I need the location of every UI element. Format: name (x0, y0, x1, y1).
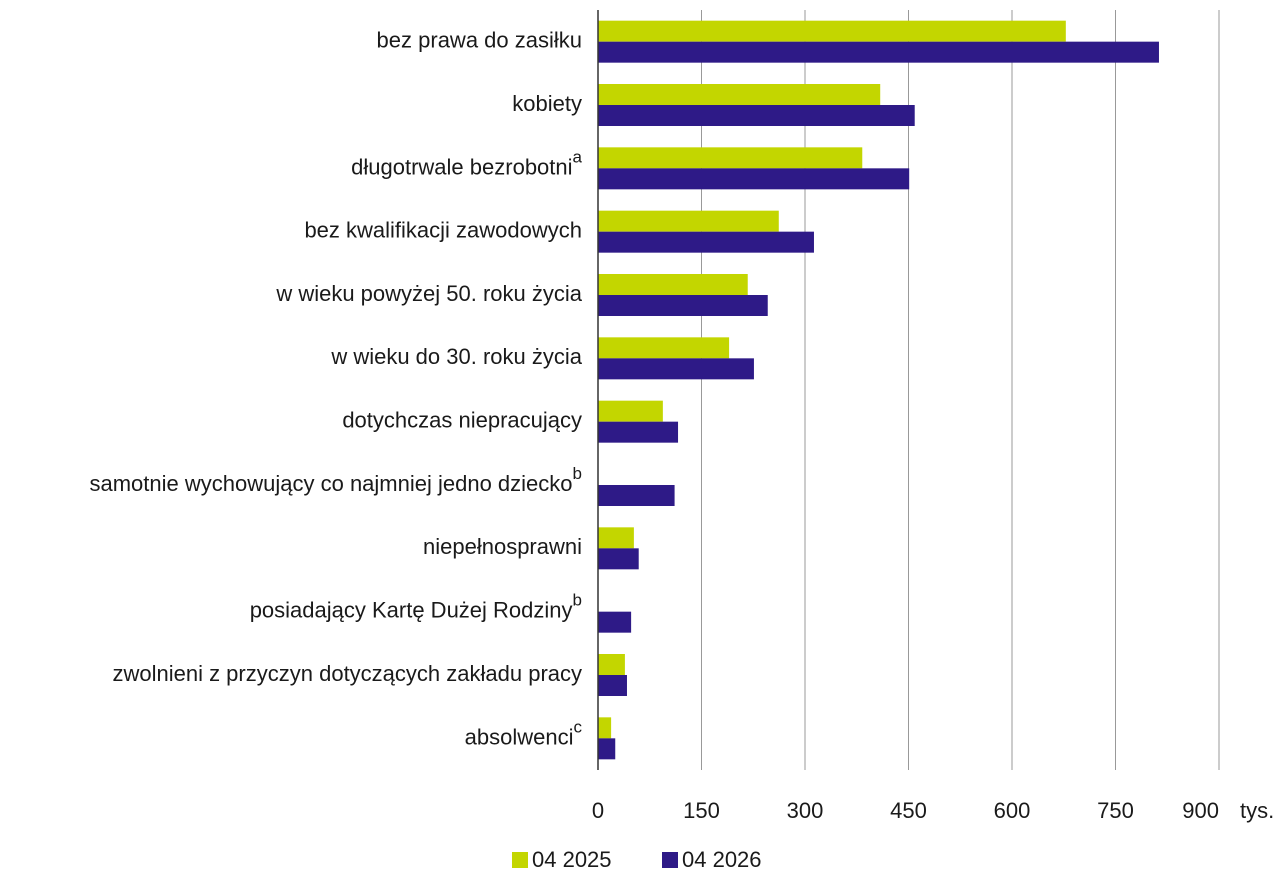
y-tick-label: niepełnosprawni (423, 534, 582, 559)
bar (598, 738, 616, 760)
y-tick-label: samotnie wychowujący co najmniej jedno d… (90, 464, 583, 495)
legend-swatch (512, 852, 528, 868)
x-tick-label: 450 (890, 798, 927, 823)
legend-swatch (662, 852, 678, 868)
bar (598, 548, 639, 570)
bar (598, 147, 863, 169)
category-text: posiadający Kartę Dużej Rodziny (250, 597, 573, 622)
legend-label: 04 2025 (532, 847, 612, 872)
bar (598, 611, 632, 633)
y-tick-label: bez prawa do zasiłku (377, 27, 582, 52)
bar (598, 274, 748, 295)
y-tick-label: dotychczas niepracujący (342, 407, 582, 432)
category-text: samotnie wychowujący co najmniej jedno d… (90, 471, 573, 496)
category-text: długotrwale bezrobotni (351, 154, 572, 179)
legend-label: 04 2026 (682, 847, 762, 872)
x-tick-label: 0 (592, 798, 604, 823)
bar (598, 654, 625, 675)
y-tick-label: w wieku powyżej 50. roku życia (275, 281, 582, 306)
bar (598, 485, 675, 506)
bar (598, 400, 663, 422)
bar (598, 20, 1066, 42)
bar (598, 421, 679, 443)
bar (598, 358, 754, 380)
x-tick-label: 300 (787, 798, 824, 823)
superscript: b (573, 464, 582, 483)
bar (598, 105, 915, 126)
superscript: c (574, 718, 583, 737)
y-tick-label: zwolnieni z przyczyn dotyczących zakładu… (112, 661, 582, 686)
y-tick-label: długotrwale bezrobotnia (351, 148, 582, 179)
y-tick-label: kobiety (512, 91, 582, 116)
bar (598, 717, 612, 739)
y-tick-label: posiadający Kartę Dużej Rodzinyb (250, 591, 582, 622)
bar (598, 527, 634, 549)
x-tick-label: 150 (683, 798, 720, 823)
y-tick-label: absolwencic (465, 718, 583, 749)
bar (598, 337, 730, 359)
x-tick-label: 900 (1182, 798, 1219, 823)
bar (598, 168, 910, 190)
bar (598, 295, 768, 316)
superscript: a (573, 148, 583, 167)
x-axis-label: tys. (1240, 798, 1274, 823)
bar (598, 231, 814, 253)
bar (598, 41, 1159, 63)
y-tick-label: w wieku do 30. roku życia (330, 344, 582, 369)
x-tick-label: 750 (1097, 798, 1134, 823)
y-tick-label: bez kwalifikacji zawodowych (304, 217, 582, 242)
bar (598, 84, 881, 105)
bar (598, 675, 627, 696)
category-text: absolwenci (465, 724, 574, 749)
bar (598, 210, 779, 232)
x-tick-label: 600 (994, 798, 1031, 823)
superscript: b (573, 591, 582, 610)
